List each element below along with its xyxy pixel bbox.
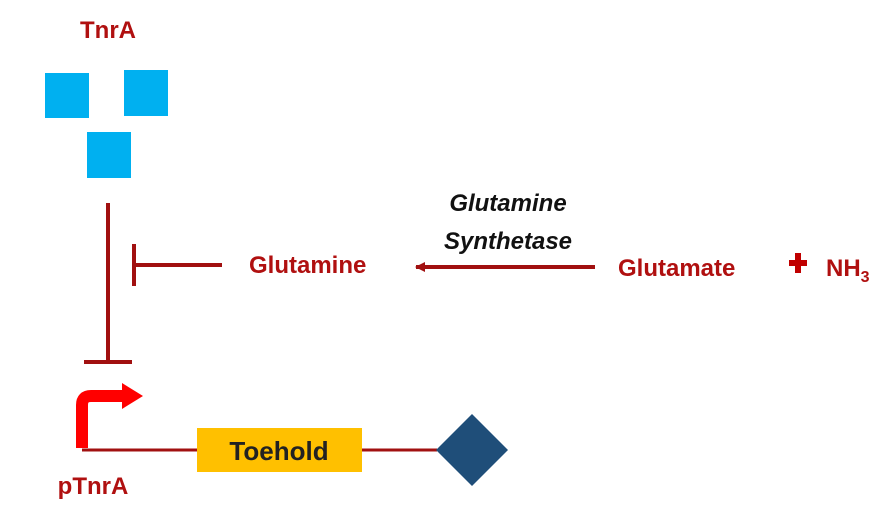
enzyme-label-line2: Synthetase bbox=[444, 228, 572, 255]
toehold-label: Toehold bbox=[229, 436, 328, 466]
tnra-square-3 bbox=[87, 132, 131, 178]
nh3-subscript: 3 bbox=[861, 269, 870, 286]
glutamine-label: Glutamine bbox=[249, 252, 366, 279]
nh3-label: NH3 bbox=[826, 255, 870, 286]
glutamate-label: Glutamate bbox=[618, 255, 735, 282]
tnra-label: TnrA bbox=[80, 17, 136, 44]
nh3-base: NH bbox=[826, 255, 861, 282]
tnra-square-1 bbox=[45, 73, 89, 118]
enzyme-label-line1: Glutamine bbox=[449, 190, 566, 217]
plus-icon bbox=[789, 253, 807, 273]
reporter-diamond-icon bbox=[436, 414, 508, 486]
promoter-arrow-icon bbox=[76, 390, 124, 448]
tnra-square-2 bbox=[124, 70, 168, 116]
toehold-block bbox=[197, 428, 362, 472]
promoter-arrowhead-icon bbox=[122, 383, 143, 409]
ptnra-label: pTnrA bbox=[58, 473, 129, 500]
